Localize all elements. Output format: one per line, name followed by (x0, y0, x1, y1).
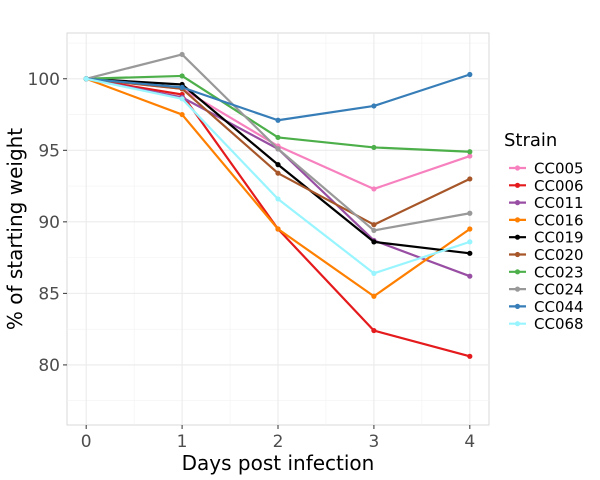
series-cc068 (83, 76, 473, 276)
y-tick-label: 90 (38, 213, 60, 233)
data-point (467, 149, 473, 155)
legend-label: CC006 (534, 177, 584, 195)
legend-item-cc005: CC005 (509, 160, 584, 178)
data-point (371, 270, 377, 276)
x-tick-label: 0 (81, 432, 92, 452)
x-tick-label: 1 (177, 432, 188, 452)
data-point (467, 250, 473, 256)
legend-label: CC020 (534, 246, 584, 264)
data-point (371, 327, 377, 334)
legend-item-cc023: CC023 (509, 263, 584, 281)
series-lines (83, 51, 473, 359)
legend-item-cc016: CC016 (509, 211, 584, 229)
legend-item-cc044: CC044 (509, 298, 584, 316)
y-tick-label: 85 (38, 284, 60, 304)
legend-key-point (514, 234, 521, 240)
legend-key-point (514, 217, 521, 223)
legend-item-cc006: CC006 (509, 177, 584, 195)
data-point (467, 71, 473, 78)
legend-item-cc019: CC019 (509, 229, 584, 247)
data-point (275, 170, 281, 176)
data-point (467, 273, 473, 279)
data-point (467, 176, 473, 182)
legend-key-point (514, 303, 521, 309)
legend-key-point (514, 200, 521, 206)
data-point (83, 76, 89, 82)
y-axis-title: % of starting weight (3, 128, 27, 330)
legend-label: CC016 (534, 211, 584, 229)
axes: 0 1 2 3 4 80 85 90 95 100 (28, 70, 476, 452)
data-point (467, 153, 473, 159)
legend: Strain CC005CC006CC011CC016CC019CC020CC0… (504, 130, 584, 333)
legend-key-point (514, 251, 521, 258)
x-axis-title: Days post infection (182, 451, 375, 475)
y-tick-label: 80 (38, 356, 60, 376)
data-point (179, 111, 185, 118)
data-point (275, 134, 281, 141)
data-point (179, 51, 185, 58)
data-point (179, 96, 185, 102)
data-point (275, 226, 281, 232)
legend-item-cc020: CC020 (509, 246, 584, 264)
legend-label: CC024 (534, 281, 584, 299)
legend-label: CC019 (534, 229, 584, 247)
legend-item-cc011: CC011 (509, 194, 584, 212)
x-tick-label: 4 (464, 432, 475, 452)
data-point (275, 117, 281, 123)
data-point (371, 293, 377, 299)
legend-label: CC011 (534, 194, 584, 212)
series-cc023 (83, 73, 473, 155)
data-point (371, 239, 377, 245)
data-point (179, 73, 185, 79)
data-point (275, 146, 281, 152)
data-point (467, 239, 473, 245)
data-point (371, 227, 377, 234)
legend-label: CC044 (534, 298, 584, 316)
data-point (467, 210, 473, 216)
data-point (467, 353, 473, 359)
x-tick-label: 3 (368, 432, 379, 452)
legend-key-point (514, 182, 521, 188)
x-tick-label: 2 (273, 432, 284, 452)
data-point (179, 84, 185, 90)
legend-title: Strain (504, 130, 557, 151)
series-cc016 (83, 76, 473, 299)
y-tick-label: 95 (38, 141, 60, 161)
legend-label: CC023 (534, 263, 584, 281)
data-point (275, 196, 281, 202)
data-point (275, 162, 281, 168)
legend-item-cc024: CC024 (509, 281, 584, 299)
data-point (371, 222, 377, 228)
legend-key-point (514, 321, 521, 327)
data-point (371, 186, 377, 192)
legend-key-point (514, 286, 521, 292)
legend-label: CC005 (534, 160, 584, 178)
data-point (371, 103, 377, 109)
legend-label: CC068 (534, 315, 584, 333)
legend-key-point (514, 269, 521, 275)
legend-key-point (514, 165, 521, 171)
data-point (467, 226, 473, 232)
y-tick-label: 100 (28, 70, 60, 90)
legend-item-cc068: CC068 (509, 315, 584, 333)
data-point (371, 144, 377, 151)
